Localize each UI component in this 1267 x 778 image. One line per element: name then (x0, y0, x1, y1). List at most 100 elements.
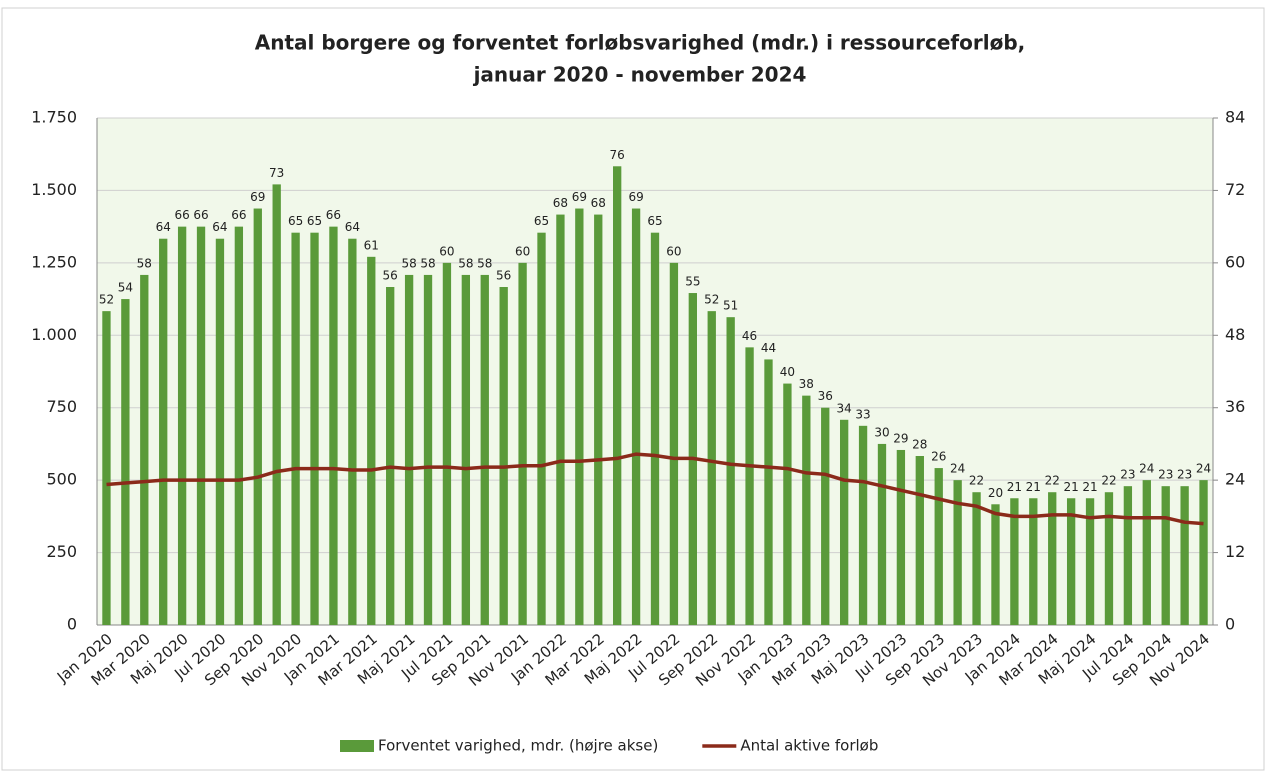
data-label: 69 (572, 190, 587, 204)
bar (102, 311, 111, 625)
data-label: 26 (931, 450, 946, 464)
data-label: 23 (1158, 468, 1173, 482)
bar (802, 395, 811, 625)
bar (196, 226, 206, 625)
data-label: 68 (591, 196, 606, 210)
bar (707, 311, 716, 625)
bar (631, 208, 641, 626)
bar (386, 287, 395, 625)
data-label: 21 (1063, 480, 1078, 494)
bar (1048, 492, 1057, 625)
data-label: 29 (893, 431, 908, 445)
data-label: 65 (534, 214, 549, 228)
bar (272, 184, 281, 625)
legend-label: Antal aktive forløb (740, 737, 878, 755)
data-label: 64 (212, 220, 227, 234)
bar (991, 504, 1000, 625)
data-label: 20 (988, 486, 1003, 500)
bar (613, 166, 622, 626)
bar (1199, 480, 1208, 625)
data-label: 76 (610, 148, 625, 162)
bar (915, 456, 924, 625)
data-label: 23 (1120, 468, 1135, 482)
data-label: 66 (174, 208, 189, 222)
bar (215, 238, 225, 625)
y-tick-label: 1.000 (31, 325, 77, 344)
data-label: 56 (383, 269, 398, 283)
bar (972, 492, 981, 625)
data-label: 38 (799, 377, 814, 391)
bar (1123, 486, 1133, 625)
data-label: 21 (1007, 480, 1022, 494)
legend-swatch (340, 740, 374, 752)
y-tick-label: 1.750 (31, 108, 77, 127)
data-label: 64 (345, 220, 360, 234)
bar (253, 208, 262, 626)
bar (537, 232, 546, 625)
data-label: 56 (496, 269, 511, 283)
y2-tick-label: 36 (1225, 397, 1245, 416)
bar (745, 347, 754, 625)
bar (329, 226, 338, 625)
bar (1066, 498, 1076, 625)
bar (650, 232, 660, 625)
bar (499, 287, 508, 625)
data-label: 60 (666, 244, 681, 258)
y2-tick-label: 72 (1225, 180, 1245, 199)
data-label: 22 (969, 474, 984, 488)
data-label: 66 (231, 208, 246, 222)
data-label: 24 (1139, 462, 1154, 476)
bar (896, 449, 906, 625)
bar (821, 407, 830, 625)
y-tick-label: 500 (46, 470, 77, 489)
data-label: 65 (647, 214, 662, 228)
data-label: 51 (723, 299, 738, 313)
data-label: 54 (118, 281, 133, 295)
y2-tick-label: 48 (1225, 325, 1245, 344)
data-label: 66 (326, 208, 341, 222)
y2-tick-label: 60 (1225, 252, 1245, 271)
bar (783, 383, 792, 625)
data-label: 24 (1196, 462, 1211, 476)
y2-tick-label: 84 (1225, 108, 1245, 127)
bar (1010, 498, 1019, 625)
data-label: 52 (99, 293, 114, 307)
data-label: 58 (137, 256, 152, 270)
data-label: 21 (1026, 480, 1041, 494)
bar (159, 238, 168, 625)
bar (404, 274, 414, 625)
y-tick-label: 750 (46, 397, 77, 416)
bar (594, 214, 603, 626)
data-label: 21 (1082, 480, 1097, 494)
data-label: 33 (855, 407, 870, 421)
data-label: 68 (553, 196, 568, 210)
bar (1180, 486, 1189, 625)
bar (367, 256, 376, 625)
bar (140, 274, 149, 625)
line (106, 452, 1204, 526)
bar (177, 226, 187, 625)
bar (764, 359, 773, 625)
bar (480, 274, 489, 625)
bar (1161, 486, 1170, 625)
data-label: 44 (761, 341, 776, 355)
chart-title: Antal borgere og forventet forløbsvarigh… (255, 31, 1026, 55)
y-tick-label: 250 (46, 542, 77, 561)
bar (839, 419, 849, 625)
y-tick-label: 1.250 (31, 252, 77, 271)
bar (442, 262, 452, 625)
bar (423, 274, 433, 625)
bar (310, 232, 319, 625)
legend-label: Forventet varighed, mdr. (højre akse) (378, 737, 658, 755)
bar (669, 262, 679, 625)
data-label: 60 (439, 244, 454, 258)
data-label: 69 (250, 190, 265, 204)
data-label: 64 (156, 220, 171, 234)
bar (121, 299, 130, 625)
data-label: 34 (837, 401, 852, 415)
bar (518, 262, 527, 625)
data-label: 46 (742, 329, 757, 343)
bar (934, 468, 943, 625)
data-label: 24 (950, 462, 965, 476)
